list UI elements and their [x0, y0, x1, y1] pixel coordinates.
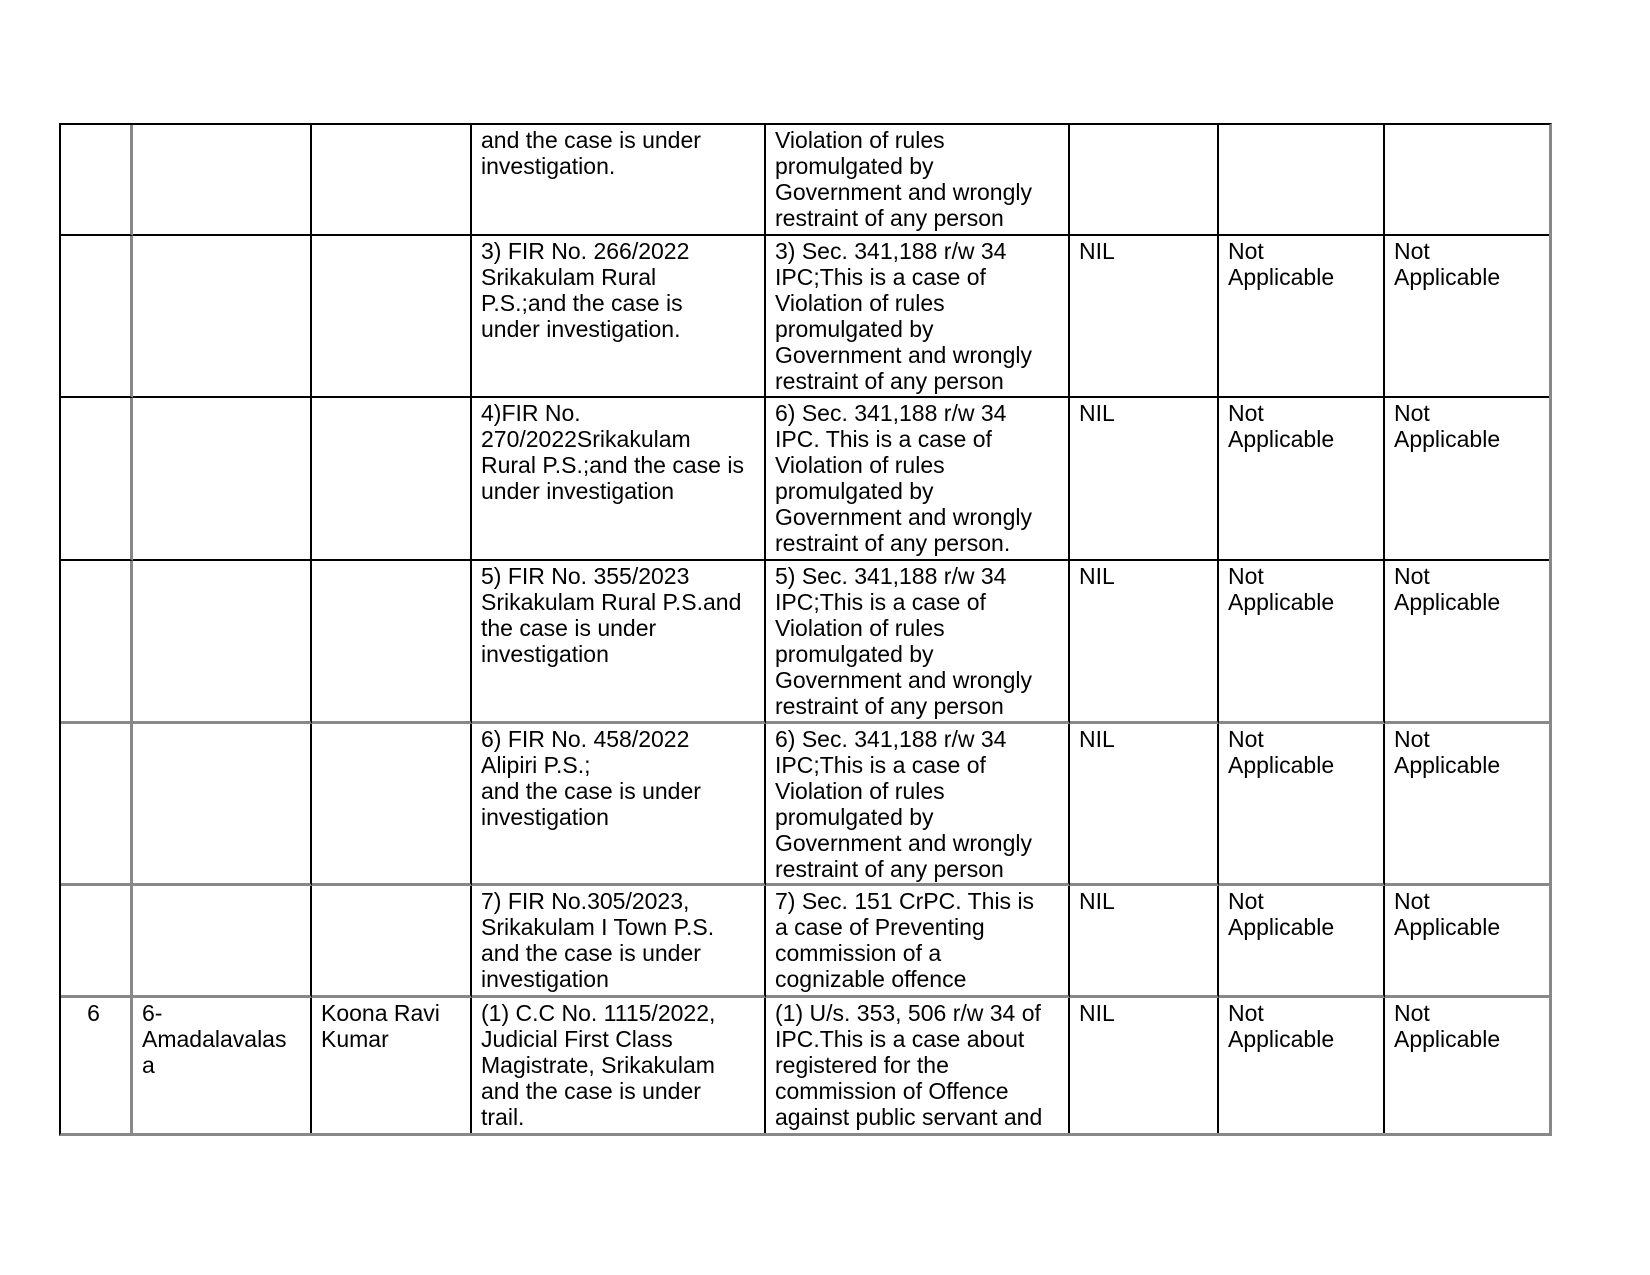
table-cell-r2c1: [61, 236, 133, 398]
table-cell-r4c8: Not Applicable: [1385, 561, 1549, 724]
table-cell-r5c3: [312, 724, 472, 886]
table-cell-r5c7: Not Applicable: [1219, 724, 1385, 886]
table-cell-r1c4: and the case is under investigation.: [472, 125, 766, 236]
table-cell-r6c8: Not Applicable: [1385, 886, 1549, 998]
table-cell-r5c2: [133, 724, 312, 886]
table-cell-r3c6: NIL: [1070, 398, 1219, 561]
case-table: and the case is under investigation. Viol…: [59, 123, 1552, 1136]
table-cell-r3c4: 4)FIR No. 270/2022Srikakulam Rural P.S.;…: [472, 398, 766, 561]
table-cell-r1c8: [1385, 125, 1549, 236]
table-cell-r7c2: 6- Amadalavalas a: [133, 998, 312, 1133]
table-cell-r2c4: 3) FIR No. 266/2022 Srikakulam Rural P.S…: [472, 236, 766, 398]
table-cell-r2c3: [312, 236, 472, 398]
table-cell-r6c2: [133, 886, 312, 998]
table-cell-r1c7: [1219, 125, 1385, 236]
table-cell-r4c3: [312, 561, 472, 724]
table-cell-r3c3: [312, 398, 472, 561]
table-cell-r1c5: Violation of rules promulgated by Govern…: [766, 125, 1070, 236]
table-cell-r6c1: [61, 886, 133, 998]
table-cell-r3c1: [61, 398, 133, 561]
table-cell-r1c1: [61, 125, 133, 236]
table-cell-r4c5: 5) Sec. 341,188 r/w 34 IPC;This is a cas…: [766, 561, 1070, 724]
table-cell-r2c2: [133, 236, 312, 398]
table-cell-r4c2: [133, 561, 312, 724]
table-cell-r4c1: [61, 561, 133, 724]
table-cell-r7c4: (1) C.C No. 1115/2022, Judicial First Cl…: [472, 998, 766, 1133]
table-cell-r3c2: [133, 398, 312, 561]
table-cell-r2c6: NIL: [1070, 236, 1219, 398]
table-cell-r4c4: 5) FIR No. 355/2023 Srikakulam Rural P.S…: [472, 561, 766, 724]
table-cell-r2c7: Not Applicable: [1219, 236, 1385, 398]
table-cell-r6c6: NIL: [1070, 886, 1219, 998]
table-cell-r2c5: 3) Sec. 341,188 r/w 34 IPC;This is a cas…: [766, 236, 1070, 398]
table-cell-r5c4: 6) FIR No. 458/2022 Alipiri P.S.; and th…: [472, 724, 766, 886]
table-cell-r7c1: 6: [61, 998, 133, 1133]
table-cell-r7c8: Not Applicable: [1394, 1000, 1501, 1052]
table-cell-r7c5: (1) U/s. 353, 506 r/w 34 of IPC.This is …: [766, 998, 1070, 1133]
table-cell-r5c6: NIL: [1070, 724, 1219, 886]
table-cell-r5c1: [61, 724, 133, 886]
table-cell-r5c5: 6) Sec. 341,188 r/w 34 IPC;This is a cas…: [766, 724, 1070, 886]
table-cell-r7c3: Koona Ravi Kumar: [312, 998, 472, 1133]
table-cell-r1c2: [133, 125, 312, 236]
table-cell-r7c7: Not Applicable: [1219, 998, 1385, 1133]
table-cell-r4c6: NIL: [1070, 561, 1219, 724]
table-cell-r3c5: 6) Sec. 341,188 r/w 34 IPC. This is a ca…: [766, 398, 1070, 561]
table-cell-r2c8: Not Applicable: [1385, 236, 1549, 398]
table-cell-r6c3: [312, 886, 472, 998]
table-cell-r7c6: NIL: [1070, 998, 1219, 1133]
table-cell-r6c4: 7) FIR No.305/2023, Srikakulam I Town P.…: [472, 886, 766, 998]
table-cell-r5c8: Not Applicable: [1385, 724, 1549, 886]
table-cell-r1c3: [312, 125, 472, 236]
table-cell-r1c6: [1070, 125, 1219, 236]
table-cell-r3c7: Not Applicable: [1219, 398, 1385, 561]
table-cell-r6c7: Not Applicable: [1219, 886, 1385, 998]
table-cell-r3c8: Not Applicable: [1385, 398, 1549, 561]
table-cell-r4c7: Not Applicable: [1219, 561, 1385, 724]
table-cell-r6c5: 7) Sec. 151 CrPC. This is a case of Prev…: [766, 886, 1070, 998]
